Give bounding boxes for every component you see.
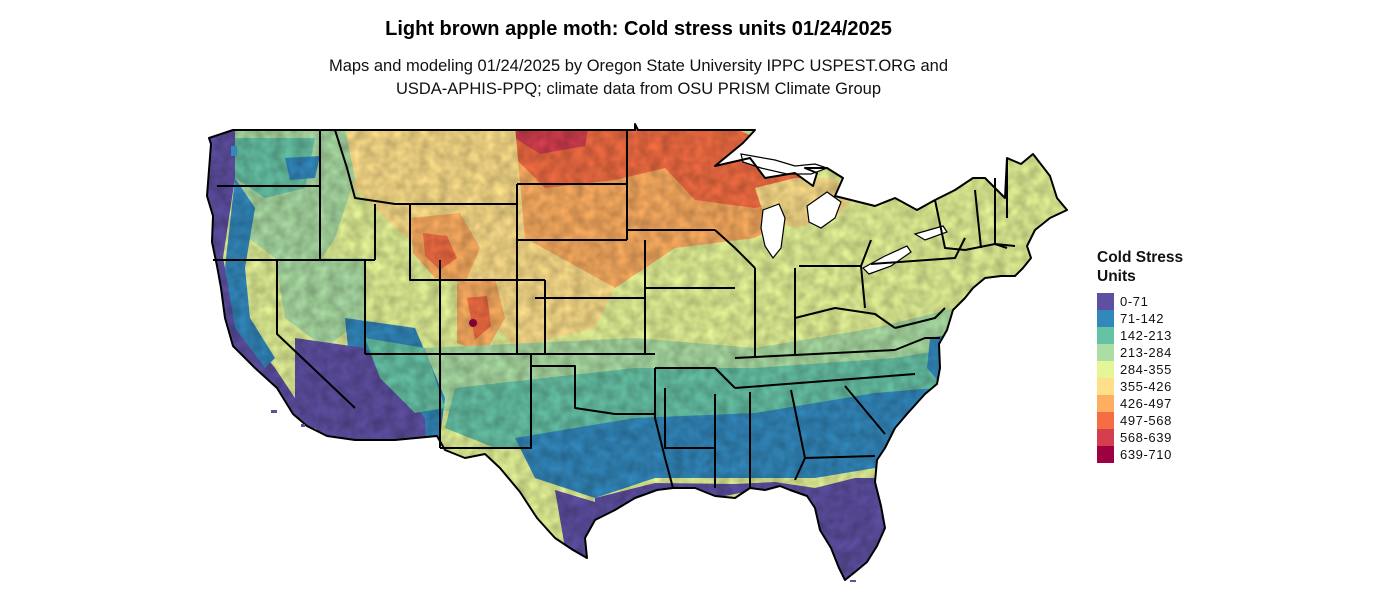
legend-item: 213-284 [1097,344,1183,361]
legend-label: 284-355 [1120,362,1172,377]
legend-item: 568-639 [1097,429,1183,446]
legend-label: 142-213 [1120,328,1172,343]
legend-label: 426-497 [1120,396,1172,411]
legend-label: 497-568 [1120,413,1172,428]
legend-item: 639-710 [1097,446,1183,463]
legend-item: 284-355 [1097,361,1183,378]
legend-swatch [1097,395,1114,412]
legend-items: 0-71 71-142 142-213 213-284 284-355 355-426 42… [1097,293,1183,463]
legend-title-line-1: Cold Stress [1097,249,1184,266]
legend-title-line-2: Units [1097,268,1136,285]
legend-swatch [1097,361,1114,378]
great-lakes [740,153,948,275]
legend-item: 355-426 [1097,378,1183,395]
legend-label: 639-710 [1120,447,1172,462]
legend-item: 497-568 [1097,412,1183,429]
legend-swatch [1097,429,1114,446]
legend-swatch [1097,446,1114,463]
legend-item: 0-71 [1097,293,1183,310]
legend-swatch [1097,327,1114,344]
legend-swatch [1097,378,1114,395]
map-title: Light brown apple moth: Cold stress unit… [385,18,892,40]
legend-label: 213-284 [1120,345,1172,360]
legend-item: 142-213 [1097,327,1183,344]
legend-swatch [1097,412,1114,429]
legend-item: 71-142 [1097,310,1183,327]
legend-swatch [1097,293,1114,310]
legend-title: Cold Stress Units [1097,248,1183,286]
legend-swatch [1097,310,1114,327]
us-cold-stress-map [206,123,1068,582]
subtitle-line-1: Maps and modeling 01/24/2025 by Oregon S… [328,57,949,75]
state-borders [206,123,1068,581]
legend-label: 71-142 [1120,311,1165,326]
coastal-islands [231,146,856,582]
legend-label: 0-71 [1120,294,1149,309]
legend-item: 426-497 [1097,395,1183,412]
legend-label: 568-639 [1120,430,1172,445]
legend-label: 355-426 [1120,379,1172,394]
legend: Cold Stress Units 0-71 71-142 142-213 213-2… [1097,248,1183,463]
map-subtitle: Maps and modeling 01/24/2025 by Oregon S… [0,55,1277,101]
legend-swatch [1097,344,1114,361]
subtitle-line-2: USDA-APHIS-PPQ; climate data from OSU PR… [395,80,882,98]
